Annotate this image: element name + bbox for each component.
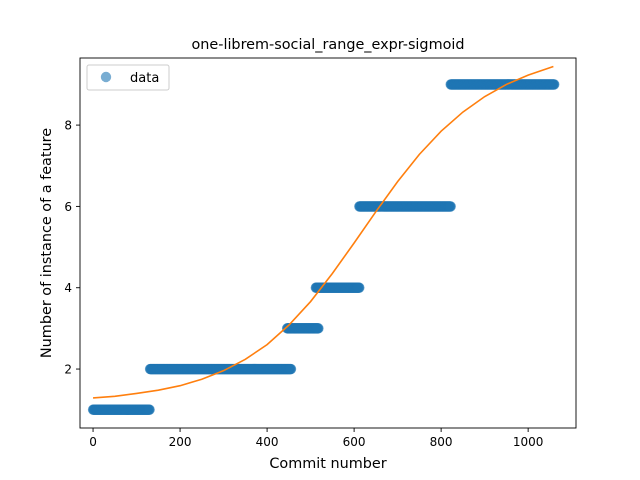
x-tick-label-200: 200 <box>169 435 192 449</box>
y-tick-label-6: 6 <box>64 200 72 214</box>
legend-box <box>86 64 170 91</box>
data-point-0-130 <box>144 404 155 415</box>
x-tick-label-800: 800 <box>430 435 453 449</box>
y-axis-label: Number of instance of a feature <box>39 128 55 358</box>
x-tick-label-0: 0 <box>89 435 97 449</box>
plot-frame <box>79 57 577 429</box>
fit-curve-line <box>92 65 554 399</box>
y-tick-label-2: 2 <box>64 363 72 377</box>
y-tick-label-8: 8 <box>64 119 72 133</box>
data-point-1-455 <box>285 363 297 375</box>
x-tick-label-1000: 1000 <box>513 435 544 449</box>
x-tick-label-400: 400 <box>256 435 279 449</box>
y-tick-label-4: 4 <box>64 281 72 295</box>
data-point-4-822 <box>445 201 456 212</box>
data-point-2-518 <box>313 323 324 334</box>
x-axis-label: Commit number <box>269 456 386 472</box>
chart-title: one-librem-social_range_expr-sigmoid <box>191 37 464 53</box>
legend: data <box>86 64 170 91</box>
x-tick-label-600: 600 <box>343 435 366 449</box>
legend-marker-data <box>100 71 112 83</box>
legend-label-data: data <box>130 71 159 86</box>
data-point-5-1060 <box>549 79 560 90</box>
data-point-3-612 <box>354 282 365 293</box>
